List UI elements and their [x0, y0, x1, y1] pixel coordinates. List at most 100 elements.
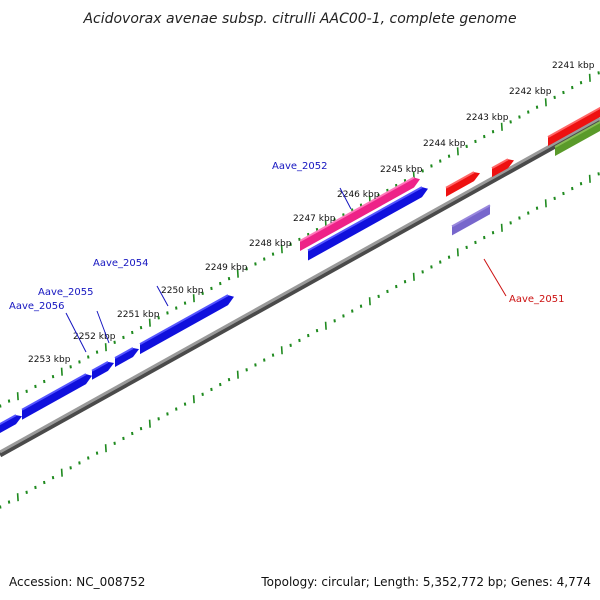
scale-tick [271, 353, 275, 357]
scale-tick [447, 255, 451, 259]
gene-arrow-edge [445, 171, 475, 189]
map-title: Acidovorax avenae subsp. citrulli AAC00-… [82, 11, 516, 27]
gene-label[interactable]: Aave_2052 [272, 161, 328, 172]
scale-tick [254, 262, 257, 266]
scale-tick [25, 490, 28, 494]
scale-tick [0, 404, 2, 408]
scale-tick [483, 235, 486, 240]
gene-arrow [22, 374, 92, 420]
scale-tick [377, 294, 380, 299]
scale-tick [307, 333, 310, 338]
scale-tick [474, 240, 477, 245]
scale-tick [289, 343, 292, 348]
scale-tick [69, 365, 72, 369]
gene-arrow [140, 295, 234, 355]
gene-label-leader [96, 310, 110, 344]
scale-tick [157, 316, 160, 320]
scale-tick [579, 81, 583, 85]
gene-label[interactable]: Aave_2055 [38, 287, 94, 298]
kbp-label: 2247 kbp [293, 214, 336, 224]
gene-arrow [115, 347, 139, 367]
scale-tick [527, 110, 530, 114]
scale-tick [315, 328, 319, 333]
gene-arrow-edge [554, 120, 600, 148]
scale-tick [500, 223, 503, 232]
scale-tick [509, 221, 512, 225]
gene-label-leader [339, 187, 352, 210]
kbp-label: 2245 kbp [380, 165, 423, 175]
scale-tick [157, 417, 160, 421]
scale-tick [254, 363, 257, 367]
kbp-label: 2242 kbp [509, 87, 552, 97]
scale-tick [104, 343, 107, 352]
kbp-label: 2241 kbp [552, 61, 595, 71]
gene-label-leader [65, 312, 87, 353]
scale-tick [51, 475, 55, 480]
scale-tick [113, 340, 116, 344]
gene-label[interactable]: Aave_2054 [93, 258, 149, 269]
scale-tick [263, 358, 266, 362]
kbp-label: 2251 kbp [117, 310, 160, 320]
kbp-label: 2253 kbp [28, 355, 71, 365]
gene-arrow-edge [114, 347, 134, 359]
scale-tick [544, 98, 547, 107]
scale-tick [78, 461, 81, 465]
scale-tick [148, 419, 151, 428]
scale-tick [483, 134, 486, 139]
scale-tick [395, 284, 398, 289]
scale-tick [7, 500, 11, 504]
gene-arrow-edge [0, 414, 17, 426]
scale-tick [271, 252, 275, 256]
scale-tick [201, 291, 204, 295]
scale-tick [245, 368, 248, 372]
scale-tick [280, 245, 283, 254]
scale-tick [43, 379, 46, 384]
gene-label[interactable]: Aave_2051 [509, 294, 565, 305]
scale-tick [95, 451, 99, 455]
gene-arrow [300, 177, 420, 251]
scale-tick [245, 267, 248, 271]
scale-tick [34, 485, 37, 490]
scale-tick [359, 304, 363, 308]
scale-tick [527, 211, 530, 215]
gene-arrow [92, 361, 114, 380]
scale-tick [104, 444, 107, 453]
scale-tick [166, 412, 169, 416]
scale-tick [227, 276, 231, 281]
scale-tick [16, 493, 19, 502]
scale-tick [78, 360, 81, 364]
scale-tick [403, 279, 407, 284]
gene-arrow [452, 205, 490, 236]
scale-tick [500, 122, 503, 131]
scale-tick [571, 186, 574, 191]
scale-tick [60, 367, 63, 376]
scale-tick [7, 399, 11, 403]
scale-tick [430, 265, 433, 269]
scale-tick [562, 90, 565, 95]
scale-tick [412, 272, 415, 281]
scale-tick [95, 350, 99, 354]
scale-tick [351, 309, 354, 313]
scale-tick [183, 301, 187, 305]
gene-arrow-edge [91, 361, 109, 372]
scale-tick [553, 196, 556, 201]
scale-tick [34, 384, 37, 389]
scale-tick [518, 115, 521, 119]
kbp-label: 2246 kbp [337, 190, 380, 200]
scale-tick [465, 245, 468, 250]
scale-tick [122, 436, 125, 441]
scale-tick [474, 139, 477, 144]
scale-tick [544, 199, 547, 208]
scale-tick [280, 346, 283, 355]
scale-tick [210, 286, 213, 291]
gene-arrow [555, 122, 600, 157]
scale-tick [430, 164, 433, 168]
gene-features [0, 106, 600, 434]
scale-tick [298, 237, 301, 242]
scale-tick [122, 335, 125, 340]
scale-tick [439, 159, 442, 163]
accession-text: Accession: NC_008752 [9, 575, 145, 589]
scale-tick [51, 374, 55, 379]
genome-backbone [0, 116, 600, 454]
gene-label[interactable]: Aave_2056 [9, 301, 65, 312]
